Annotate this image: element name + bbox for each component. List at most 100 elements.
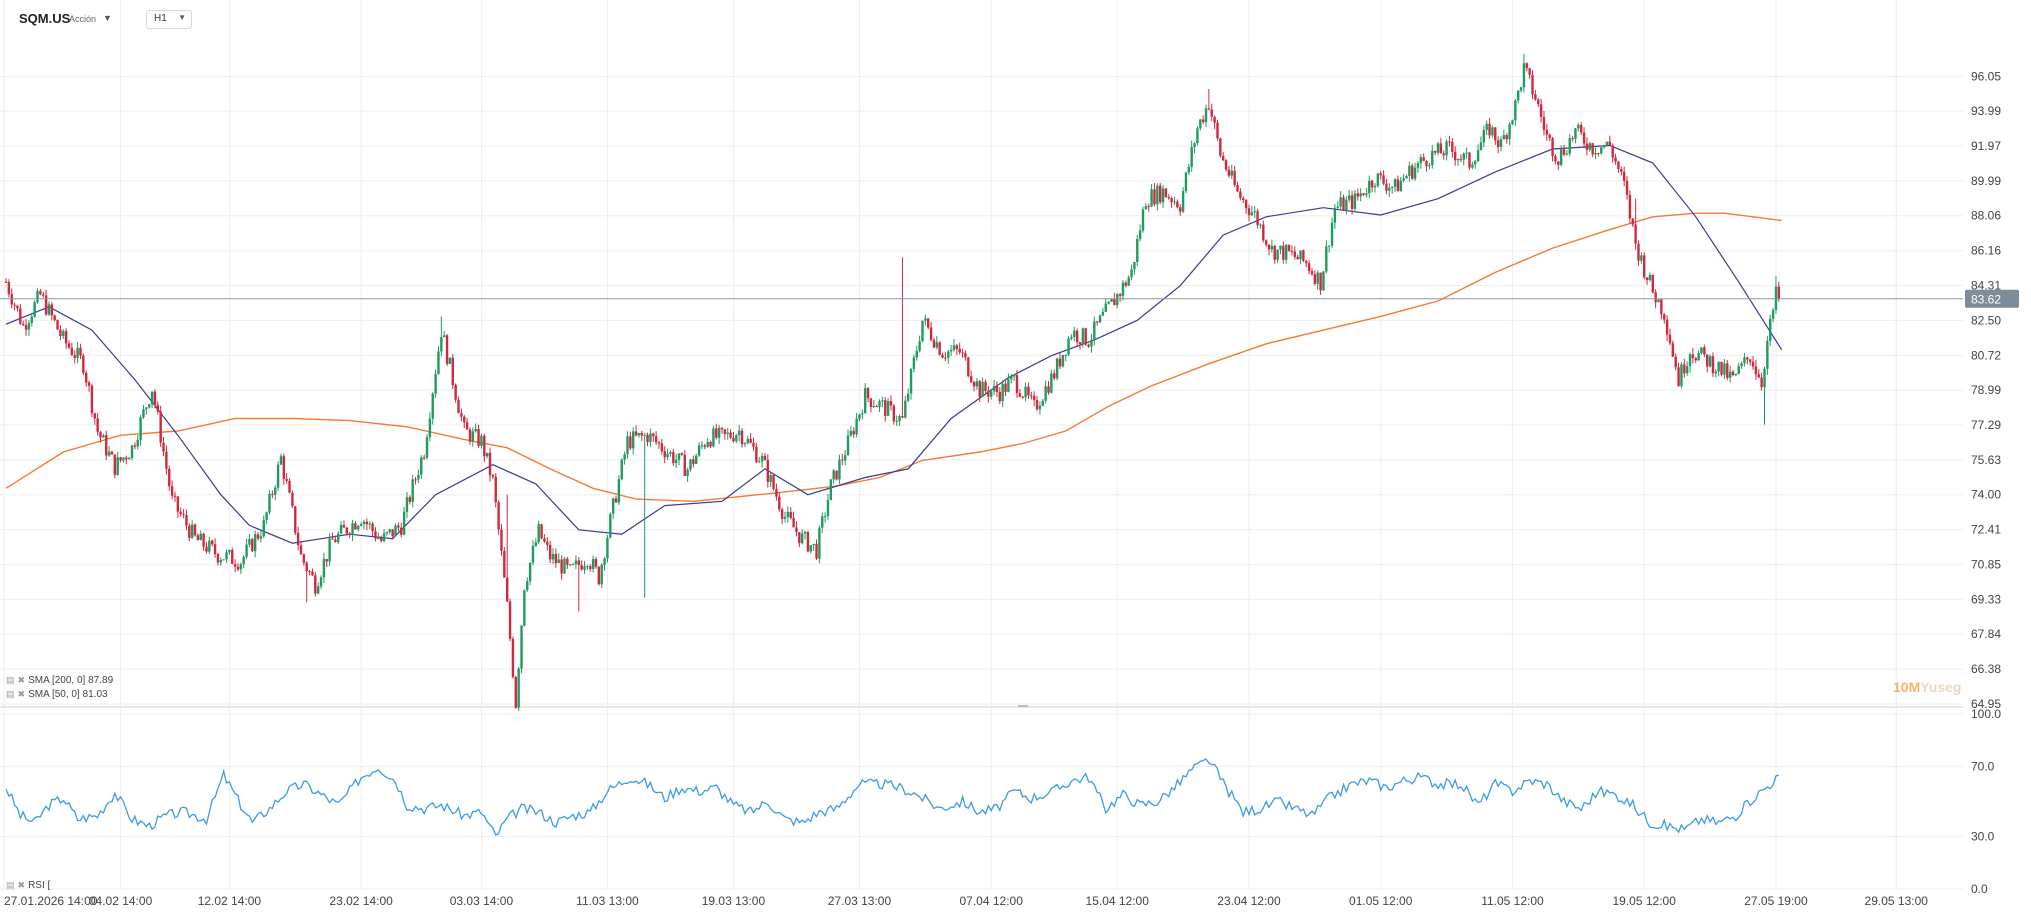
- timeframe-select[interactable]: H1 ▼: [146, 10, 192, 29]
- candle-body-up: [1522, 63, 1526, 88]
- candle-body-down: [294, 506, 297, 533]
- candle-body-down: [1227, 169, 1231, 176]
- candle-body-up: [1196, 128, 1199, 144]
- x-tick-label: 01.05 12:00: [1349, 894, 1413, 908]
- candle-body-up: [1428, 165, 1431, 167]
- candle-body-down: [1557, 161, 1560, 165]
- candle-body-up: [829, 479, 833, 501]
- close-icon[interactable]: ✖: [17, 880, 26, 890]
- candle-body-down: [414, 479, 417, 481]
- candle-body-up: [1737, 366, 1740, 374]
- candle-body-down: [1757, 374, 1760, 378]
- candle-body-up: [735, 435, 738, 442]
- candle-body-down: [1496, 140, 1500, 147]
- candle-body-down: [1015, 375, 1019, 394]
- candle-body-down: [866, 388, 870, 399]
- candle-body-up: [737, 430, 741, 436]
- candle-body-down: [1748, 359, 1752, 362]
- symbol-dropdown-chevron-icon[interactable]: ▼: [103, 13, 112, 23]
- candle-body-down: [162, 442, 165, 452]
- candle-body-up: [674, 459, 678, 464]
- candle-body-down: [580, 565, 583, 570]
- candle-body-down: [715, 428, 718, 438]
- candle-body-up: [947, 351, 950, 358]
- candle-body-down: [1176, 201, 1179, 208]
- visibility-icon[interactable]: ▤: [6, 880, 15, 890]
- candle-body-down: [1537, 99, 1540, 105]
- candle-body-down: [955, 345, 959, 349]
- candle-body-down: [282, 456, 286, 479]
- candle-body-down: [96, 418, 99, 432]
- candle-body-up: [480, 435, 483, 446]
- candle-body-down: [188, 525, 191, 538]
- candle-body-down: [723, 429, 727, 434]
- candle-body-down: [749, 438, 752, 443]
- candle-body-up: [861, 413, 864, 415]
- candle-body-down: [554, 554, 558, 564]
- candle-body-down: [1683, 364, 1686, 374]
- candle-body-down: [331, 538, 334, 540]
- candle-body-up: [1456, 159, 1460, 161]
- candle-body-up: [1090, 339, 1093, 347]
- candle-body-up: [1345, 199, 1348, 211]
- candle-body-up: [935, 342, 938, 348]
- candle-body-up: [758, 461, 761, 463]
- candle-body-down: [1224, 160, 1228, 170]
- candle-body-up: [1388, 187, 1391, 191]
- candle-body-down: [1614, 157, 1617, 162]
- candle-body-down: [99, 431, 102, 438]
- candle-body-up: [531, 546, 535, 563]
- candle-body-down: [1531, 74, 1534, 95]
- candle-body-down: [39, 291, 42, 295]
- legend-sma200-value: 87.89: [88, 675, 114, 686]
- visibility-icon[interactable]: ▤: [6, 689, 15, 699]
- candle-body-down: [79, 347, 82, 356]
- candle-body-up: [637, 432, 641, 436]
- candle-body-down: [494, 476, 497, 503]
- candle-body-down: [1453, 151, 1457, 161]
- candle-body-down: [113, 454, 117, 475]
- candle-body-up: [1161, 188, 1165, 203]
- candle-body-down: [729, 432, 732, 438]
- candle-body-up: [992, 386, 996, 392]
- candle-body-up: [1743, 357, 1746, 364]
- candle-body-down: [185, 515, 188, 526]
- visibility-icon[interactable]: ▤: [6, 675, 15, 685]
- candle-body-up: [385, 532, 389, 534]
- candle-body-down: [1233, 170, 1236, 186]
- candle-body-up: [924, 318, 927, 321]
- candle-body-up: [1330, 222, 1334, 246]
- candle-body-down: [1448, 141, 1451, 143]
- candle-body-up: [1431, 150, 1434, 166]
- x-tick-label: 23.02 14:00: [329, 894, 393, 908]
- x-tick-label: 07.04 12:00: [960, 894, 1024, 908]
- candle-body-down: [506, 577, 509, 602]
- symbol-label[interactable]: SQM.US: [19, 11, 71, 26]
- candle-body-down: [1053, 373, 1056, 379]
- candle-body-up: [1462, 153, 1465, 160]
- candle-body-up: [1602, 146, 1606, 148]
- candle-body-up: [1413, 167, 1417, 179]
- candle-body-down: [1095, 321, 1099, 323]
- candle-body-down: [852, 430, 855, 435]
- x-tick-label: 15.04 12:00: [1086, 894, 1150, 908]
- candle-body-up: [1465, 152, 1468, 154]
- legend-sma50-label: SMA [50, 0]: [28, 689, 80, 700]
- candle-body-down: [56, 320, 59, 330]
- close-icon[interactable]: ✖: [17, 689, 26, 699]
- candle-body-up: [1081, 328, 1085, 345]
- candle-body-down: [1075, 330, 1079, 343]
- close-icon[interactable]: ✖: [17, 675, 26, 685]
- candle-body-up: [316, 586, 320, 594]
- candle-body-up: [1150, 189, 1153, 207]
- candle-body-down: [1236, 185, 1239, 192]
- candle-body-up: [1708, 356, 1712, 367]
- candle-body-down: [1305, 260, 1308, 264]
- candle-body-down: [1620, 169, 1623, 172]
- candle-body-down: [589, 566, 592, 570]
- candle-body-up: [1285, 244, 1288, 260]
- candle-body-down: [1264, 240, 1268, 245]
- sma50-series: [5, 144, 1783, 544]
- candle-body-up: [855, 418, 858, 435]
